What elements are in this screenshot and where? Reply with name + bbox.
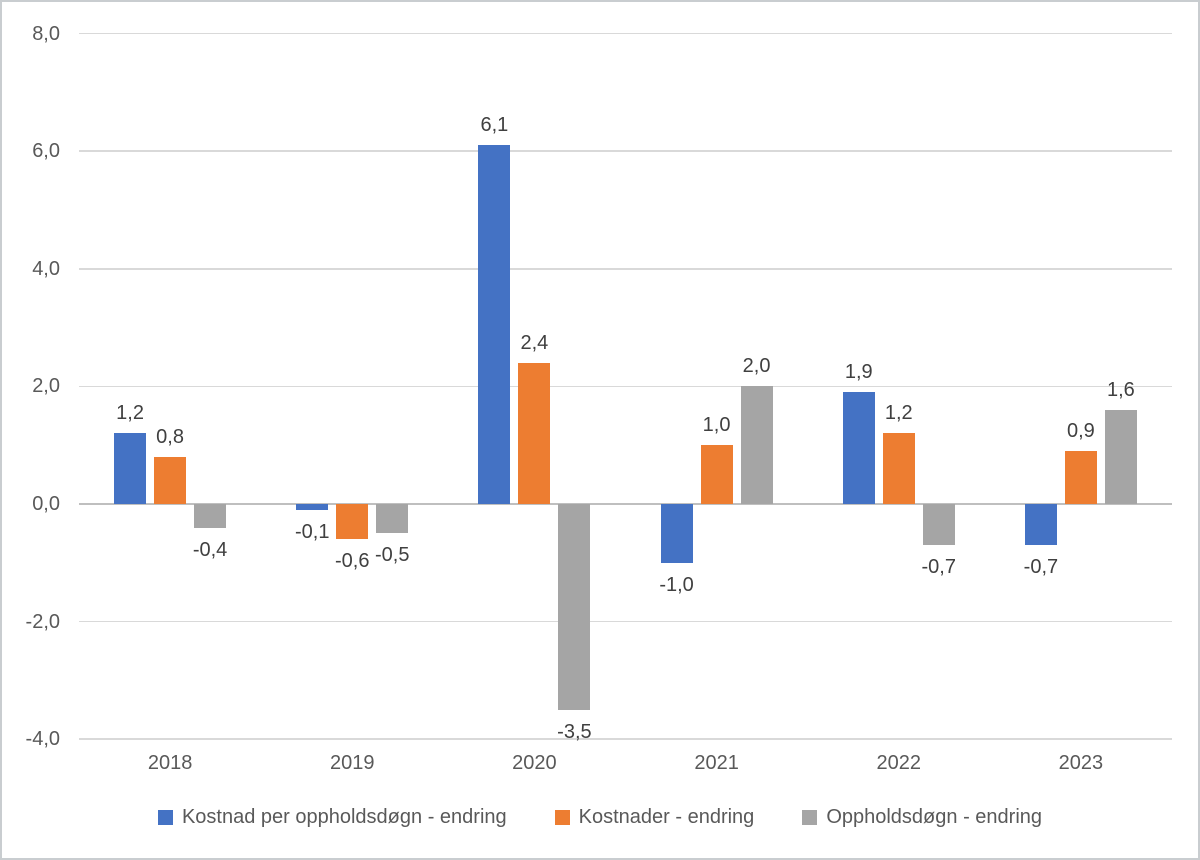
data-label-series1-2023: -0,7 (1023, 556, 1059, 579)
bar-series1-2019 (296, 504, 329, 510)
data-label-series1-2020: 6,1 (480, 114, 509, 137)
legend-label: Kostnad per oppholdsdøgn - endring (181, 806, 507, 828)
bar-series3-2020 (558, 504, 591, 710)
bar-series3-2019 (376, 504, 409, 534)
data-label-series2-2021: 1,0 (702, 414, 731, 437)
bar-series3-2021 (740, 386, 773, 504)
data-label-series1-2022: 1,9 (844, 361, 873, 384)
bar-series3-2023 (1104, 409, 1137, 504)
data-label-series3-2021: 2,0 (742, 355, 771, 378)
data-label-series2-2022: 1,2 (884, 402, 913, 425)
bar-series1-2020 (478, 145, 511, 504)
y-gridline (79, 738, 1172, 740)
chart-legend: Kostnad per oppholdsdøgn - endring Kostna… (2, 806, 1198, 829)
legend-item-series1: Kostnad per oppholdsdøgn - endring (157, 806, 507, 829)
data-label-series3-2022: -0,7 (921, 556, 956, 579)
bar-series1-2021 (660, 504, 693, 563)
y-tick-label: -2,0 (25, 610, 60, 633)
data-label-series2-2019: -0,6 (335, 550, 370, 573)
data-label-series2-2023: 0,9 (1067, 420, 1095, 443)
y-tick-label: 6,0 (32, 140, 60, 163)
legend-item-series3: Oppholdsdøgn - endring (802, 806, 1042, 829)
x-tick-label-2021: 2021 (694, 752, 739, 774)
y-tick-label: 4,0 (32, 257, 60, 280)
bar-series1-2022 (842, 392, 875, 504)
legend-swatch-icon (554, 810, 570, 825)
y-gridline (79, 150, 1172, 152)
legend-swatch-icon (157, 810, 173, 825)
bar-series2-2021 (700, 445, 733, 504)
legend-swatch-icon (802, 810, 818, 825)
y-tick-label: 8,0 (32, 22, 60, 45)
data-label-series3-2019: -0,5 (375, 544, 410, 567)
y-tick-label: 0,0 (32, 493, 60, 515)
x-axis-line (79, 503, 1172, 505)
legend-label: Oppholdsdøgn - endring (826, 806, 1043, 828)
bar-series2-2022 (882, 433, 915, 504)
data-label-series3-2020: -3,5 (557, 720, 592, 743)
data-label-series1-2018: 1,2 (116, 402, 144, 425)
y-gridline (79, 385, 1172, 388)
x-tick-label-2018: 2018 (147, 752, 193, 774)
bar-series2-2023 (1064, 451, 1097, 504)
y-tick-label: -4,0 (25, 728, 60, 751)
bar-series3-2022 (922, 504, 955, 546)
x-tick-label-2019: 2019 (330, 752, 375, 774)
bar-series2-2020 (518, 362, 551, 504)
bar-series1-2018 (114, 433, 147, 504)
data-label-series2-2018: 0,8 (156, 425, 184, 448)
data-label-series1-2021: -1,0 (659, 573, 694, 596)
legend-label: Kostnader - endring (578, 806, 755, 828)
data-label-series3-2018: -0,4 (192, 538, 228, 561)
data-label-series3-2023: 1,6 (1107, 378, 1135, 401)
x-tick-label-2020: 2020 (512, 752, 557, 774)
bar-series1-2023 (1024, 504, 1057, 546)
y-gridline (79, 32, 1172, 35)
data-label-series2-2020: 2,4 (520, 331, 549, 354)
legend-item-series2: Kostnader - endring (554, 806, 755, 829)
bar-series2-2019 (336, 504, 369, 540)
x-tick-label-2022: 2022 (876, 752, 922, 774)
y-gridline (79, 268, 1172, 270)
data-label-series1-2019: -0,1 (295, 520, 330, 543)
x-tick-label-2023: 2023 (1058, 752, 1104, 774)
bar-series3-2018 (194, 504, 227, 528)
y-gridline (79, 620, 1172, 623)
bar-series2-2018 (154, 456, 187, 504)
y-tick-label: 2,0 (32, 375, 60, 398)
